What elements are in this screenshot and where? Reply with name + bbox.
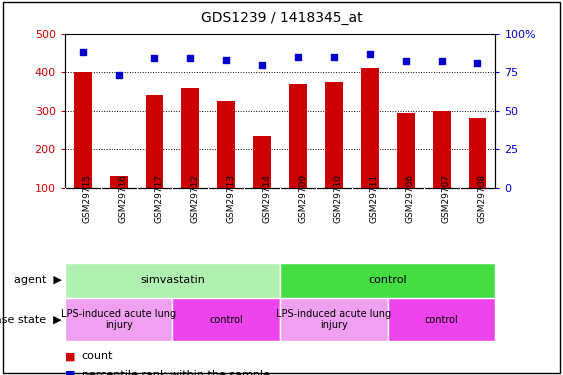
Point xyxy=(114,72,123,78)
Bar xyxy=(181,88,199,226)
Text: GSM29717: GSM29717 xyxy=(154,174,163,223)
Text: GSM29706: GSM29706 xyxy=(406,174,415,223)
Bar xyxy=(468,117,486,226)
Text: agent  ▶: agent ▶ xyxy=(14,275,62,285)
Bar xyxy=(432,111,450,226)
Bar xyxy=(289,84,307,226)
Point xyxy=(329,54,338,60)
Text: LPS-induced acute lung
injury: LPS-induced acute lung injury xyxy=(276,309,391,330)
Text: GSM29712: GSM29712 xyxy=(190,174,199,223)
Text: GSM29716: GSM29716 xyxy=(119,174,128,223)
Bar xyxy=(361,68,379,226)
Point xyxy=(365,51,374,57)
Bar xyxy=(397,113,415,226)
Bar xyxy=(65,298,172,341)
Point xyxy=(150,56,159,62)
Bar xyxy=(74,72,92,226)
Point xyxy=(401,58,410,64)
Text: percentile rank within the sample: percentile rank within the sample xyxy=(82,370,270,375)
Text: GSM29715: GSM29715 xyxy=(83,174,92,223)
Bar xyxy=(145,95,163,226)
Text: GDS1239 / 1418345_at: GDS1239 / 1418345_at xyxy=(200,11,363,25)
Point xyxy=(437,58,446,64)
Text: control: control xyxy=(368,275,407,285)
Text: GSM29708: GSM29708 xyxy=(477,174,486,223)
Point xyxy=(293,54,302,60)
Bar xyxy=(110,176,128,226)
Point xyxy=(473,60,482,66)
Bar xyxy=(217,101,235,226)
Text: ■: ■ xyxy=(65,351,75,361)
Bar xyxy=(388,298,495,341)
Text: GSM29714: GSM29714 xyxy=(262,174,271,223)
Text: LPS-induced acute lung
injury: LPS-induced acute lung injury xyxy=(61,309,176,330)
Text: GSM29710: GSM29710 xyxy=(334,174,343,223)
Text: simvastatin: simvastatin xyxy=(140,275,205,285)
Text: control: control xyxy=(209,315,243,325)
Text: count: count xyxy=(82,351,113,361)
Bar xyxy=(172,298,280,341)
Text: GSM29713: GSM29713 xyxy=(226,174,235,223)
Bar xyxy=(280,298,388,341)
Text: disease state  ▶: disease state ▶ xyxy=(0,315,62,325)
Bar xyxy=(325,82,343,226)
Text: ■: ■ xyxy=(65,370,75,375)
Point xyxy=(78,49,87,55)
Text: GSM29709: GSM29709 xyxy=(298,174,307,223)
Text: control: control xyxy=(425,315,458,325)
Point xyxy=(258,62,267,68)
Point xyxy=(222,57,231,63)
Bar xyxy=(280,262,495,298)
Bar xyxy=(65,262,280,298)
Text: GSM29707: GSM29707 xyxy=(441,174,450,223)
Point xyxy=(186,56,195,62)
Bar xyxy=(253,136,271,226)
Text: GSM29711: GSM29711 xyxy=(370,174,379,223)
